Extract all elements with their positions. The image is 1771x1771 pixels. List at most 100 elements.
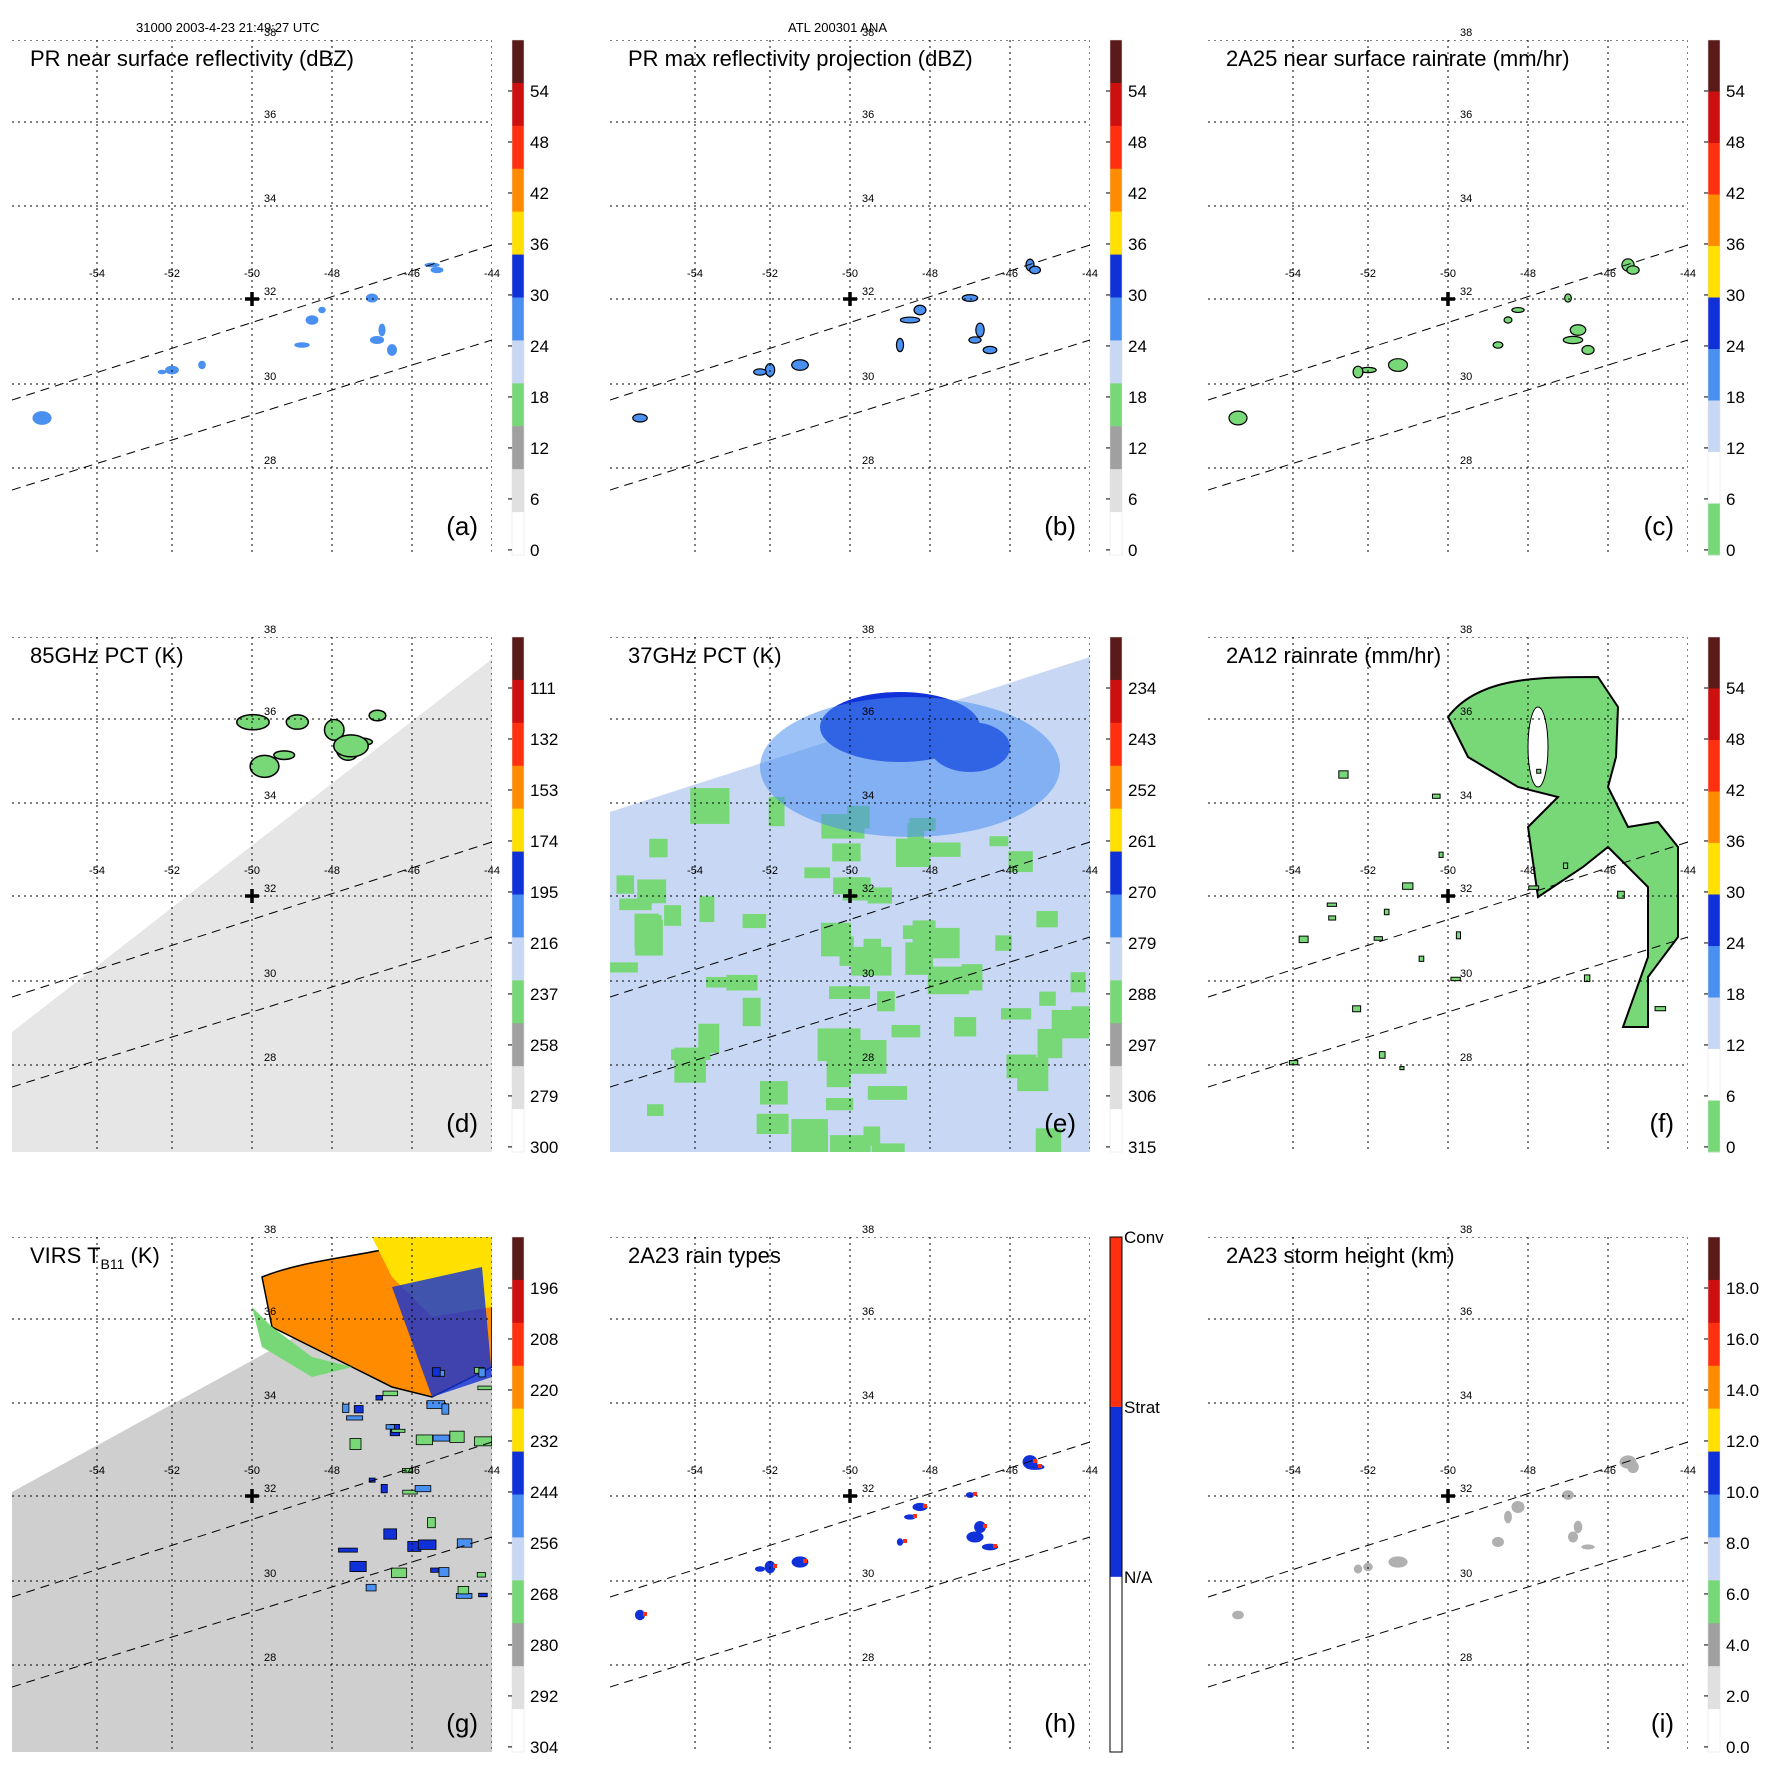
pct-patch: [954, 1017, 977, 1037]
panel-title: 85GHz PCT (K): [30, 643, 184, 668]
rain-cell: [966, 1531, 984, 1543]
lon-label: -50: [244, 865, 260, 877]
colorbar-tick: 30: [1726, 883, 1745, 902]
lat-label: 34: [1460, 1390, 1472, 1402]
lat-label: 32: [862, 286, 874, 298]
colorbar-band: [1110, 40, 1122, 84]
rain-cell: [1352, 365, 1364, 379]
colorbar-band: [1110, 340, 1122, 384]
lat-label: 28: [264, 1052, 276, 1064]
lon-label: -46: [1600, 1465, 1616, 1477]
rain-cell: [1581, 344, 1595, 356]
panel-title: PR near surface reflectivity (dBZ): [30, 46, 354, 71]
colorbar: 54 48 42 36 30 24 18 12 6 0: [1704, 636, 1745, 1157]
pct-patch: [833, 877, 871, 895]
colorbar-band: [512, 125, 524, 170]
lon-label: -48: [1520, 268, 1536, 280]
lon-label: -50: [842, 1465, 858, 1477]
colorbar-band: [512, 808, 524, 853]
colorbar-band: [512, 1666, 524, 1710]
colorbar-tick: 30: [1128, 286, 1147, 305]
lon-label: -48: [922, 1465, 938, 1477]
colorbar-band: [1708, 1408, 1720, 1453]
pct-patch: [634, 913, 659, 950]
pct-patch: [989, 836, 1009, 847]
colorbar-band: [1110, 937, 1122, 981]
panel-letter: (f): [1649, 1108, 1674, 1138]
colorbar-tick: 174: [530, 832, 558, 851]
pct-patch: [699, 896, 715, 923]
rain-cell: [1511, 1501, 1525, 1513]
colorbar-tick: 10.0: [1726, 1483, 1759, 1502]
rain-speck: [1438, 851, 1444, 858]
pct-patch: [637, 879, 667, 904]
colorbar-band: [512, 1322, 524, 1367]
pct-patch: [647, 1104, 664, 1116]
lat-label: 28: [1460, 1652, 1472, 1664]
pct-patch: [742, 913, 767, 929]
cloud-cell: [338, 1547, 358, 1553]
lon-label: -48: [324, 1465, 340, 1477]
colorbar-band: [512, 1237, 524, 1281]
panel-e: 38 36 34 32 30 28 -54 -52 -50 -48 -46 -44 37GHz PCT …: [610, 624, 1156, 1157]
pct-patch: [791, 1119, 828, 1152]
colorbar-band: [512, 297, 524, 341]
lat-label: 32: [264, 286, 276, 298]
colorbar-band: [1708, 1049, 1720, 1101]
lon-label: -54: [89, 1465, 105, 1477]
swath-edge: [12, 1536, 492, 1688]
colorbar-band: [512, 383, 524, 427]
lat-label: 30: [862, 1568, 874, 1580]
colorbar: 111 132 153 174 195 216 237 258 279 300: [508, 636, 558, 1157]
colorbar-tick: 12: [1128, 439, 1147, 458]
colorbar-band: [1110, 168, 1122, 213]
colorbar-band: [1708, 143, 1720, 195]
lon-label: -48: [324, 865, 340, 877]
lat-label: 36: [1460, 706, 1472, 718]
lon-label: -50: [842, 268, 858, 280]
lat-label: 38: [264, 27, 276, 39]
conv-pixel: [773, 1564, 777, 1568]
colorbar-tick: 252: [1128, 781, 1156, 800]
colorbar-tick: 216: [530, 934, 558, 953]
colorbar-tick: 12: [530, 439, 549, 458]
colorbar-band: [512, 851, 524, 895]
header-center: ATL 200301 ANA: [788, 20, 888, 35]
center-marker: [843, 292, 857, 306]
lon-label: -50: [1440, 1465, 1456, 1477]
colorbar-tick: 300: [530, 1138, 558, 1157]
pct-patch: [690, 788, 730, 824]
pct-patch: [828, 986, 870, 999]
colorbar-band: [1708, 246, 1720, 298]
center-marker: [1441, 1489, 1455, 1503]
lon-label: -44: [1680, 1465, 1696, 1477]
colorbar-tick: 256: [530, 1534, 558, 1553]
colorbar-band: [512, 40, 524, 84]
pct-patch: [1070, 972, 1086, 993]
colorbar-band: [512, 1709, 524, 1753]
pct-patch: [851, 946, 892, 976]
rain-speck: [1326, 902, 1338, 907]
cloud-cell: [432, 1434, 450, 1442]
swath-fill: [12, 659, 492, 1152]
cloud-edge: [252, 1307, 352, 1377]
lon-label: -46: [404, 1465, 420, 1477]
colorbar-band: [1110, 1237, 1122, 1407]
rain-cell: [1232, 1610, 1244, 1620]
cloud-cell: [417, 1539, 437, 1550]
colorbar-band: [1110, 894, 1122, 938]
colorbar-band: [512, 722, 524, 767]
pct-blue: [760, 697, 1060, 837]
colorbar-band: [512, 1066, 524, 1110]
lon-label: -44: [484, 268, 500, 280]
colorbar-tick: 18.0: [1726, 1279, 1759, 1298]
cloud-cell: [456, 1538, 473, 1548]
colorbar-tick: 12: [1726, 1036, 1745, 1055]
colorbar-tick: 42: [530, 184, 549, 203]
rain-cell: [1562, 335, 1584, 345]
colorbar-tick: 258: [530, 1036, 558, 1055]
colorbar-band: [1110, 426, 1122, 470]
pct-patch: [867, 1086, 908, 1100]
conv-pixel: [983, 1524, 987, 1528]
lon-label: -54: [687, 1465, 703, 1477]
